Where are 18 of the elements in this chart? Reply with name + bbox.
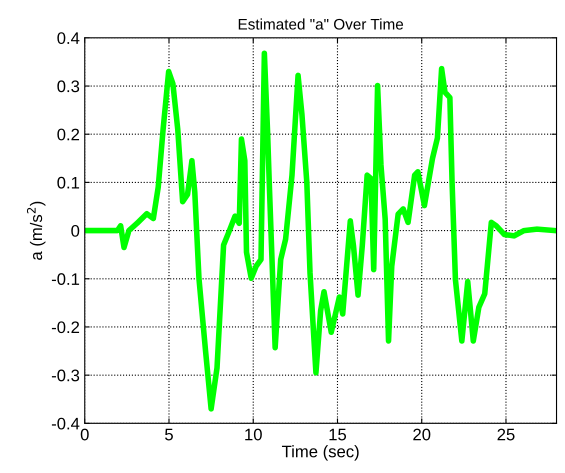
- x-tick-label: 25: [498, 428, 515, 440]
- y-tick-label: 0.4: [57, 32, 80, 44]
- y-tick-label: -0.1: [52, 273, 80, 285]
- y-tick-label: 0.2: [57, 128, 80, 140]
- y-axis-title: a (m/s$^{2}$): [26, 202, 46, 260]
- y-tick-label: -0.3: [52, 370, 80, 382]
- x-axis-title: Time (sec): [282, 445, 359, 461]
- x-tick-label: 20: [413, 428, 430, 440]
- x-tick-label: 0: [80, 428, 89, 440]
- x-tick-label: 5: [165, 428, 173, 440]
- y-tick-label: 0.1: [57, 176, 80, 189]
- chart-title: Estimated "a" Over Time: [238, 18, 404, 30]
- y-tick-label: -0.4: [52, 418, 80, 430]
- x-tick-label: 15: [329, 428, 346, 440]
- y-tick-label: -0.2: [52, 321, 80, 334]
- y-tick-label: 0.3: [57, 80, 80, 92]
- y-tick-label: 0: [71, 224, 80, 237]
- x-tick-label: 10: [245, 428, 262, 440]
